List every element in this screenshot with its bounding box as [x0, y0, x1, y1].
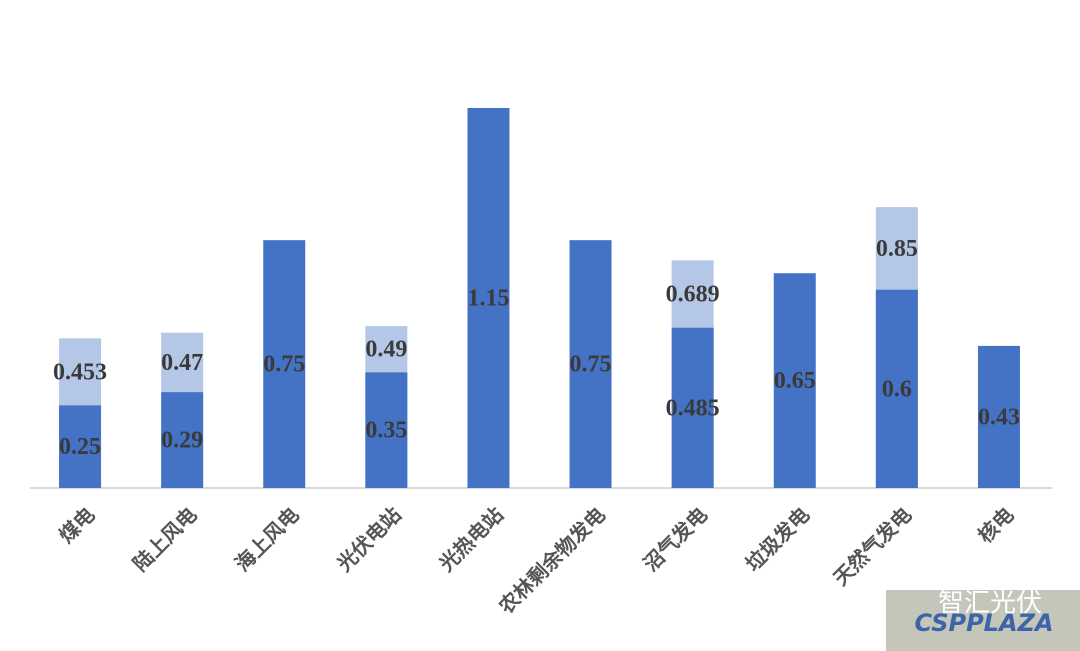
- value-label: 0.49: [365, 337, 407, 363]
- value-label: 0.43: [978, 404, 1020, 430]
- x-tick-label: 天然气发电: [829, 502, 917, 590]
- x-tick-label: 陆上风电: [128, 502, 202, 576]
- value-label: 0.75: [570, 352, 612, 378]
- bar: [263, 240, 306, 488]
- value-label: 1.15: [467, 286, 509, 312]
- watermark-logo: CSPPLAZA: [914, 609, 1053, 637]
- bar: [365, 372, 408, 488]
- x-tick-label: 海上风电: [230, 502, 304, 576]
- value-label: 0.47: [161, 350, 203, 376]
- watermark-text: 智汇光伏: [938, 589, 1042, 619]
- bar: [671, 327, 714, 488]
- value-label: 0.85: [876, 236, 918, 262]
- bar: [875, 289, 918, 488]
- x-tick-label: 垃圾发电: [741, 502, 815, 576]
- x-tick-label: 农林剩余物发电: [493, 502, 610, 619]
- bar: [467, 108, 510, 488]
- x-tick-label: 核电: [973, 502, 1018, 547]
- bar: [59, 405, 102, 488]
- x-tick-label: 光伏电站: [332, 502, 406, 576]
- x-tick-label: 沼气发电: [639, 502, 713, 576]
- value-label: 0.75: [263, 352, 305, 378]
- value-label: 0.453: [53, 359, 107, 385]
- value-label: 0.485: [666, 395, 720, 421]
- bar: [161, 392, 204, 488]
- x-tick-label: 光热电站: [434, 502, 508, 576]
- value-label: 0.35: [365, 418, 407, 444]
- bar: [977, 345, 1020, 488]
- value-label: 0.25: [59, 434, 101, 460]
- watermark-box: [886, 590, 1080, 651]
- value-label: 0.29: [161, 428, 203, 454]
- value-label: 0.65: [774, 368, 816, 394]
- value-label: 0.689: [666, 282, 720, 308]
- bar: [569, 240, 612, 488]
- x-tick-label: 煤电: [54, 502, 99, 547]
- bar: [773, 273, 816, 488]
- value-label: 0.6: [882, 376, 912, 402]
